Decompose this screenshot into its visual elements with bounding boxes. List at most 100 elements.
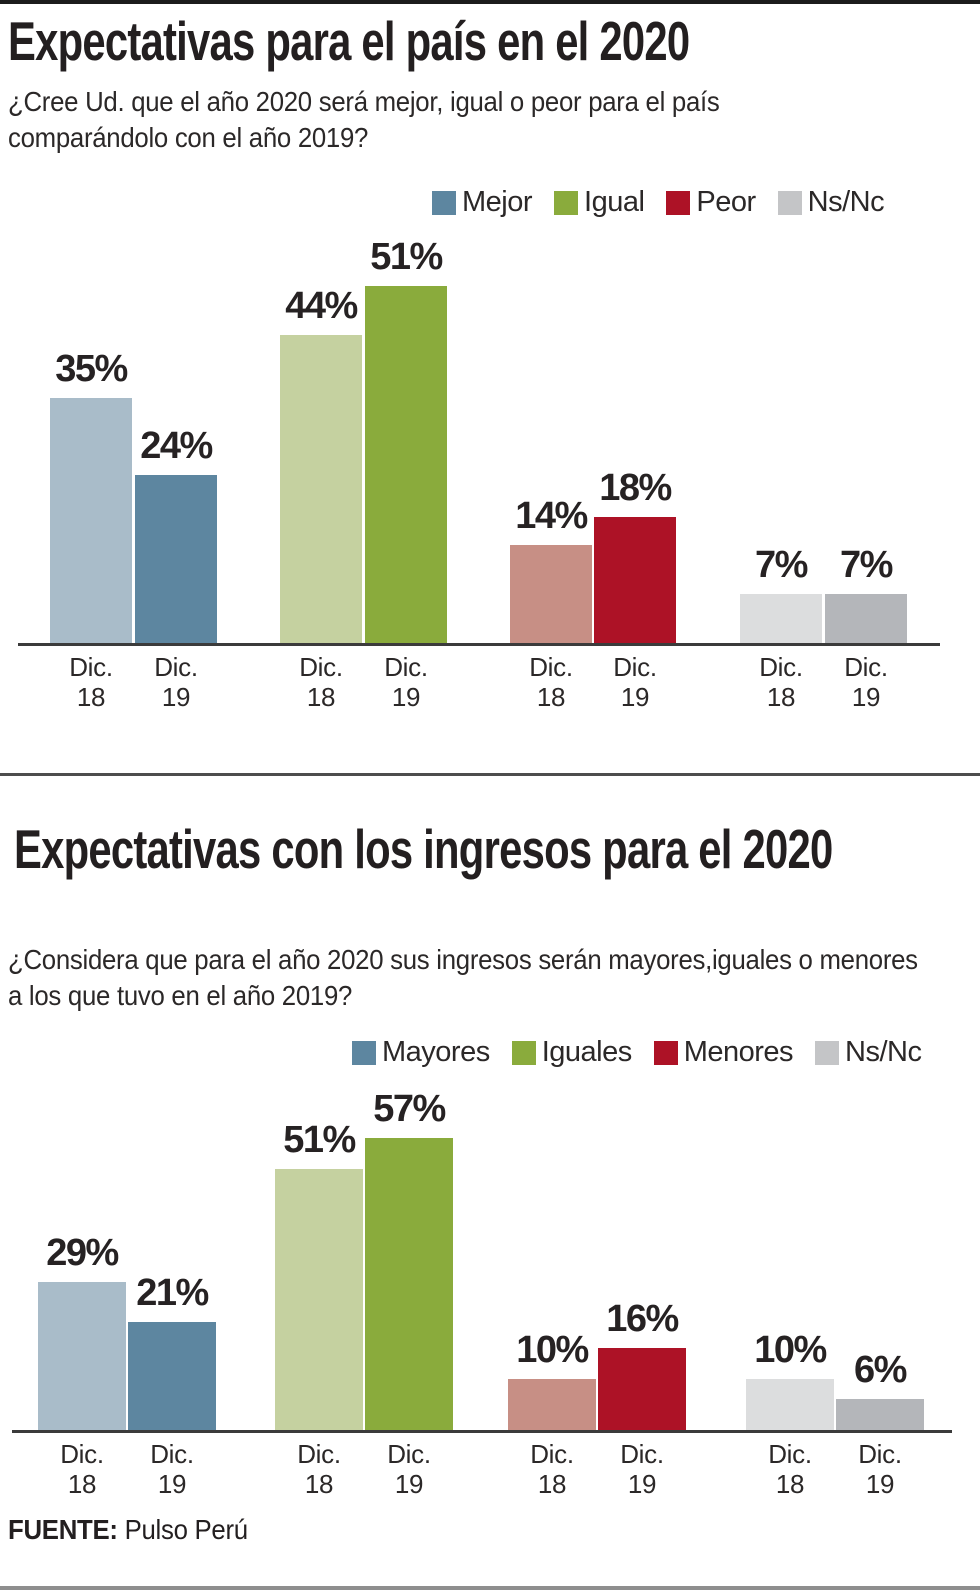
bar-value-mejor-dic-18: 35% <box>55 348 128 390</box>
x-tick-ns-nc-dic-19: Dic. 19 <box>844 652 888 712</box>
x-tick-month: Dic. <box>299 652 343 682</box>
legend-item-ns-nc: Ns/Nc <box>777 186 885 219</box>
source-note: FUENTE: Pulso Perú <box>8 1514 248 1546</box>
x-tick-month: Dic. <box>530 1439 574 1469</box>
bar-mayores-dic-18 <box>38 1282 126 1430</box>
bar-value-ns-nc-dic-18: 7% <box>755 544 808 586</box>
x-tick-menores-dic-18: Dic. 18 <box>530 1439 574 1499</box>
legend-swatch-ns-nc <box>815 1040 840 1065</box>
bar-value-peor-dic-19: 18% <box>599 467 672 509</box>
chart2-plot: 29% Dic. 18 21% Dic. 19 51% Dic. 18 57% Dic. 19 10% D… <box>0 1088 980 1499</box>
x-tick-month: Dic. <box>613 652 657 682</box>
legend-label-igual: Igual <box>584 186 645 218</box>
legend-item-ns-nc: Ns/Nc <box>815 1036 922 1069</box>
x-tick-ns-nc-dic-19: Dic. 19 <box>858 1439 902 1499</box>
x-tick-month: Dic. <box>69 652 113 682</box>
bar-value-ns-nc-dic-18: 10% <box>754 1329 827 1371</box>
bar-value-mayores-dic-18: 29% <box>46 1232 119 1274</box>
x-tick-month: Dic. <box>60 1439 104 1469</box>
legend-label-iguales: Iguales <box>541 1036 633 1068</box>
x-tick-month: Dic. <box>387 1439 431 1469</box>
x-tick-mejor-dic-19: Dic. 19 <box>154 652 198 712</box>
legend-item-peor: Peor <box>666 186 756 219</box>
x-tick-mejor-dic-18: Dic. 18 <box>69 652 113 712</box>
legend-item-mejor: Mejor <box>432 186 533 219</box>
bar-value-igual-dic-18: 44% <box>285 285 358 327</box>
x-tick-month: Dic. <box>759 652 803 682</box>
bar-ns-nc-dic-19 <box>825 594 907 643</box>
bar-value-peor-dic-18: 14% <box>515 495 588 537</box>
x-tick-month: Dic. <box>858 1439 902 1469</box>
legend-item-iguales: Iguales <box>511 1036 633 1069</box>
bar-value-menores-dic-18: 10% <box>516 1329 589 1371</box>
x-tick-year: 18 <box>536 682 566 712</box>
bar-value-mayores-dic-19: 21% <box>136 1272 209 1314</box>
x-tick-year: 18 <box>67 1469 97 1499</box>
chart1-plot: 35% Dic. 18 24% Dic. 19 44% Dic. 18 51% Dic. 19 14% D… <box>0 236 980 712</box>
legend-item-igual: Igual <box>554 186 645 219</box>
bar-value-iguales-dic-18: 51% <box>283 1119 356 1161</box>
bar-value-menores-dic-19: 16% <box>606 1298 679 1340</box>
x-tick-menores-dic-19: Dic. 19 <box>620 1439 664 1499</box>
chart2-legend: Mayores Iguales Menores Ns/Nc <box>352 1036 922 1069</box>
top-rule <box>0 0 980 4</box>
legend-swatch-mayores <box>352 1040 376 1065</box>
chart1-title: Expectativas para el país en el 2020 <box>8 10 690 72</box>
x-tick-year: 18 <box>304 1469 334 1499</box>
source-label: FUENTE: <box>8 1514 118 1545</box>
bar-value-ns-nc-dic-19: 7% <box>840 544 893 586</box>
bar-iguales-dic-18 <box>275 1169 363 1430</box>
x-tick-year: 19 <box>394 1469 424 1499</box>
x-tick-peor-dic-19: Dic. 19 <box>613 652 657 712</box>
chart2-axis-line <box>12 1430 952 1433</box>
bar-value-ns-nc-dic-19: 6% <box>854 1349 907 1391</box>
bar-menores-dic-18 <box>508 1379 596 1430</box>
legend-item-menores: Menores <box>653 1036 794 1069</box>
legend-swatch-peor <box>666 190 691 215</box>
legend-label-ns-nc: Ns/Nc <box>807 186 885 218</box>
legend-item-mayores: Mayores <box>352 1036 490 1069</box>
legend-swatch-menores <box>653 1040 678 1065</box>
x-tick-year: 18 <box>306 682 336 712</box>
legend-swatch-igual <box>554 190 579 215</box>
section-divider-rule <box>0 773 980 776</box>
legend-swatch-iguales <box>511 1040 536 1065</box>
x-tick-year: 19 <box>391 682 421 712</box>
legend-label-menores: Menores <box>683 1036 794 1068</box>
x-tick-year: 18 <box>76 682 106 712</box>
x-tick-year: 19 <box>865 1469 895 1499</box>
chart1-subtitle: ¿Cree Ud. que el año 2020 será mejor, ig… <box>8 86 720 153</box>
x-tick-year: 19 <box>851 682 881 712</box>
x-tick-month: Dic. <box>384 652 428 682</box>
bar-menores-dic-19 <box>598 1348 686 1430</box>
x-tick-month: Dic. <box>529 652 573 682</box>
chart2-subtitle: ¿Considera que para el año 2020 sus ingr… <box>8 944 918 1011</box>
bar-mejor-dic-18 <box>50 398 132 643</box>
x-tick-year: 19 <box>157 1469 187 1499</box>
legend-swatch-ns-nc <box>777 190 802 215</box>
x-tick-iguales-dic-19: Dic. 19 <box>387 1439 431 1499</box>
source-value: Pulso Perú <box>117 1514 249 1545</box>
legend-label-mejor: Mejor <box>462 186 533 218</box>
x-tick-month: Dic. <box>297 1439 341 1469</box>
x-tick-month: Dic. <box>768 1439 812 1469</box>
bar-value-iguales-dic-19: 57% <box>373 1088 446 1130</box>
x-tick-month: Dic. <box>844 652 888 682</box>
x-tick-igual-dic-18: Dic. 18 <box>299 652 343 712</box>
bar-peor-dic-18 <box>510 545 592 643</box>
bar-peor-dic-19 <box>594 517 676 643</box>
legend-label-peor: Peor <box>696 186 756 218</box>
x-tick-month: Dic. <box>620 1439 664 1469</box>
x-tick-month: Dic. <box>154 652 198 682</box>
x-tick-year: 19 <box>627 1469 657 1499</box>
bar-iguales-dic-19 <box>365 1138 453 1430</box>
bar-value-mejor-dic-19: 24% <box>140 425 213 467</box>
chart1-legend: Mejor Igual Peor Ns/Nc <box>432 186 885 219</box>
x-tick-year: 18 <box>766 682 796 712</box>
x-tick-ns-nc-dic-18: Dic. 18 <box>768 1439 812 1499</box>
x-tick-peor-dic-18: Dic. 18 <box>529 652 573 712</box>
bar-ns-nc-dic-18 <box>740 594 822 643</box>
x-tick-year: 18 <box>537 1469 567 1499</box>
bottom-rule <box>0 1586 980 1590</box>
